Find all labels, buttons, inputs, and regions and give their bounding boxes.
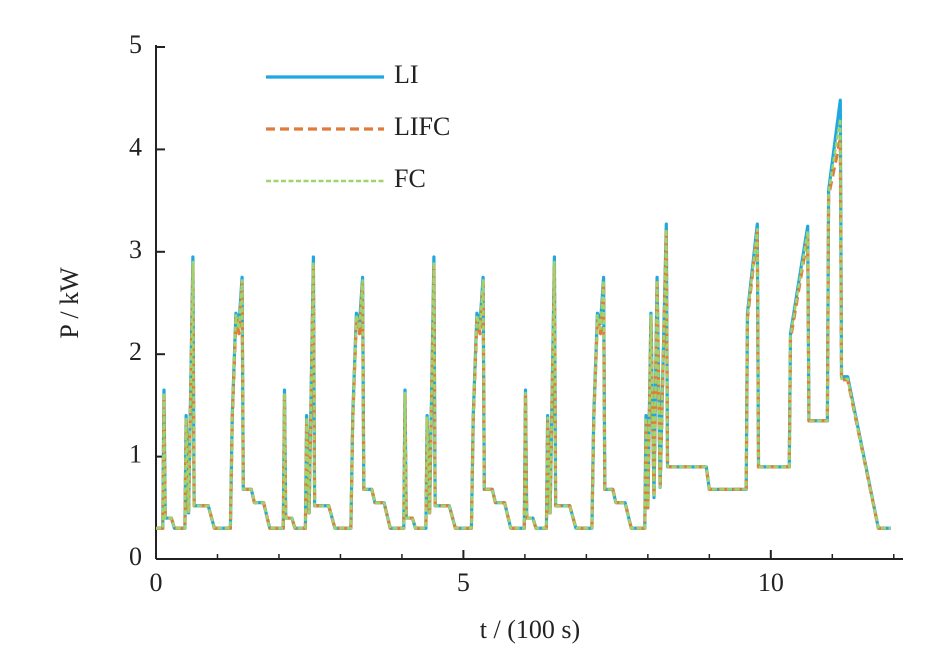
x-tick-label: 10 [758, 568, 784, 597]
legend-label: LIFC [394, 112, 450, 141]
y-tick-label: 3 [129, 235, 142, 264]
y-axis-label: P / kW [55, 267, 84, 339]
legend-label: FC [394, 164, 426, 193]
legend-label: LI [394, 60, 419, 89]
y-tick-label: 2 [129, 337, 142, 366]
x-tick-label: 5 [457, 568, 470, 597]
y-tick-label: 4 [129, 132, 142, 161]
series-line [156, 137, 891, 530]
series-line [156, 98, 891, 530]
y-tick-label: 5 [129, 30, 142, 59]
y-tick-label: 0 [129, 542, 142, 571]
x-tick-label: 0 [150, 568, 163, 597]
x-axis-label: t / (100 s) [480, 615, 580, 644]
series-line [156, 117, 891, 530]
y-tick-label: 1 [129, 440, 142, 469]
